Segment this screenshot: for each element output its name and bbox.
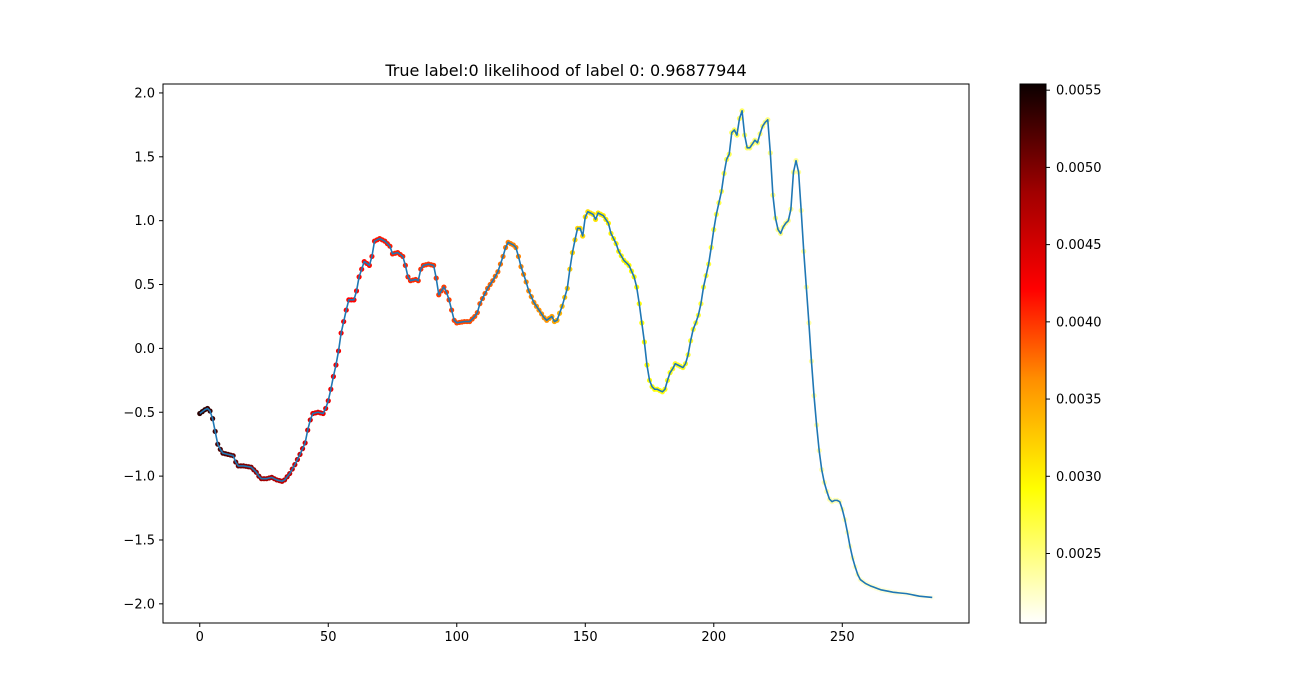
y-tick-label: −2.0 — [123, 597, 155, 612]
y-tick-label: 1.0 — [134, 214, 155, 229]
axes-frame — [162, 83, 970, 624]
x-tick-label: 50 — [320, 630, 337, 645]
y-tick-label: −1.0 — [123, 470, 155, 485]
colorbar-tick-label: 0.0055 — [1056, 84, 1102, 99]
chart-title: True label:0 likelihood of label 0: 0.96… — [384, 61, 746, 80]
series-line — [199, 110, 933, 599]
colorbar-tick-label: 0.0045 — [1056, 238, 1102, 253]
y-tick-label: 1.5 — [134, 150, 155, 165]
x-tick-label: 0 — [196, 630, 204, 645]
colorbar-tick-label: 0.0030 — [1056, 470, 1102, 485]
y-tick-label: 0.0 — [134, 342, 155, 357]
colorbar: 0.0025 0.0030 0.0035 0.0040 0.0045 0.0050 0.00… — [1019, 83, 1102, 624]
colorbar-tick-label: 0.0040 — [1056, 315, 1102, 330]
colorbar-gradient — [1019, 83, 1047, 624]
y-tick-label: 0.5 — [134, 278, 155, 293]
y-tick-label: −1.5 — [123, 533, 155, 548]
x-tick-label: 100 — [444, 630, 469, 645]
y-tick-label: −0.5 — [123, 406, 155, 421]
scatter-point — [929, 594, 935, 601]
colorbar-tick-label: 0.0050 — [1056, 161, 1102, 176]
y-tick-label: 2.0 — [134, 86, 155, 101]
plot-area — [197, 108, 935, 601]
x-tick-label: 200 — [701, 630, 726, 645]
colorbar-tick-label: 0.0025 — [1056, 547, 1102, 562]
x-tick-label: 150 — [573, 630, 598, 645]
colorbar-tick-label: 0.0035 — [1056, 393, 1102, 408]
x-tick-label: 250 — [830, 630, 855, 645]
axes: 0 50 100 150 200 250 −2.0 −1.5 −1.0 −0.5 0.0 0.5 1.0… — [123, 83, 970, 645]
